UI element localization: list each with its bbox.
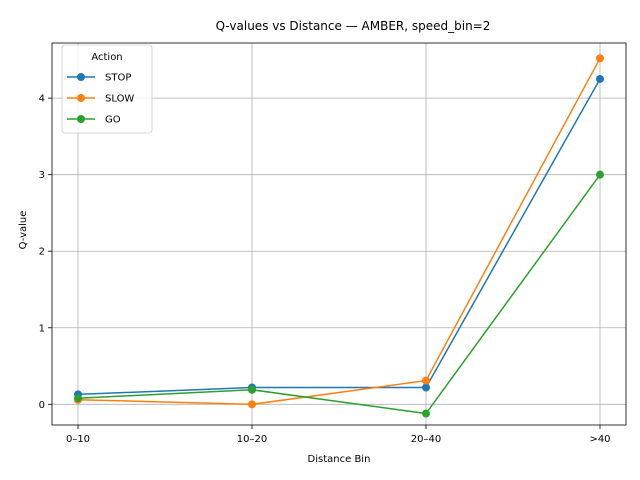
x-tick-label: 0–10 — [66, 434, 90, 445]
x-axis-ticks: 0–10 10–20 20–40 >40 — [66, 425, 611, 445]
x-tick-label: 10–20 — [237, 434, 267, 445]
legend-item-go: GO — [67, 115, 121, 126]
grid — [52, 43, 626, 425]
legend-box — [61, 44, 153, 134]
series-slow — [74, 54, 604, 409]
series-line — [77, 57, 601, 406]
legend-swatch-marker — [77, 73, 85, 81]
series-line — [77, 78, 601, 396]
data-point — [596, 74, 604, 83]
y-axis-label: Q-value — [18, 211, 29, 250]
y-axis-ticks: 0 1 2 3 4 — [39, 94, 52, 411]
data-point — [422, 376, 430, 385]
legend-label: STOP — [105, 73, 131, 84]
legend: Action STOP SLOW GO — [61, 44, 153, 134]
legend-item-slow: SLOW — [67, 94, 134, 105]
series-go — [74, 170, 604, 418]
data-point — [596, 170, 604, 179]
x-axis-label: Distance Bin — [308, 454, 371, 465]
y-tick-label: 3 — [39, 170, 45, 181]
series-line — [77, 174, 601, 415]
data-point — [248, 385, 256, 394]
legend-label: SLOW — [105, 94, 134, 105]
x-tick-label: >40 — [589, 434, 610, 445]
y-tick-label: 4 — [39, 94, 45, 105]
data-point — [422, 383, 430, 392]
data-point — [248, 400, 256, 409]
series-layer — [74, 54, 604, 418]
y-tick-label: 1 — [39, 323, 45, 334]
data-point — [596, 54, 604, 63]
chart-title: Q-values vs Distance — AMBER, speed_bin=… — [216, 19, 491, 33]
legend-item-stop: STOP — [67, 73, 131, 84]
plot-frame — [51, 42, 627, 426]
legend-label: GO — [105, 115, 121, 126]
x-tick-label: 20–40 — [411, 434, 441, 445]
legend-title: Action — [91, 52, 122, 63]
legend-swatch-marker — [77, 94, 85, 102]
y-tick-label: 0 — [39, 400, 45, 411]
legend-swatch-marker — [77, 115, 85, 123]
y-tick-label: 2 — [39, 247, 45, 258]
series-stop — [74, 74, 604, 399]
data-point — [422, 409, 430, 418]
data-point — [74, 394, 82, 403]
